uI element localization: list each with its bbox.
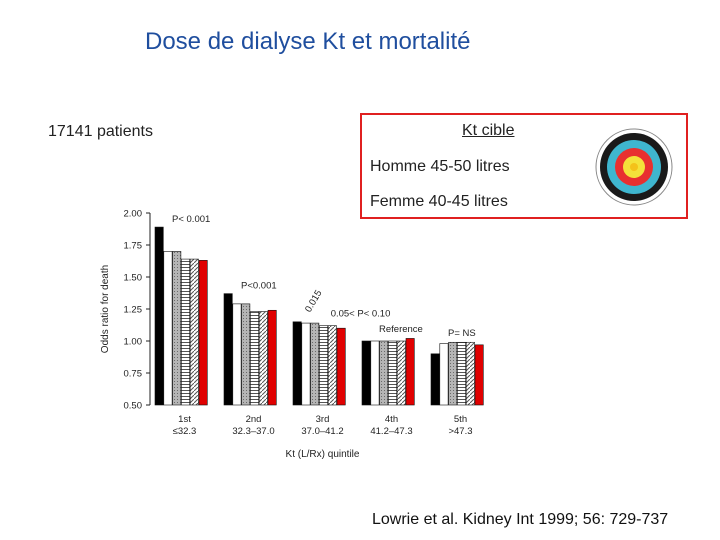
bar [172, 251, 182, 406]
y-tick-label: 1.50 [124, 273, 143, 284]
target-male-value: Homme 45-50 litres [370, 158, 510, 175]
bar [267, 309, 277, 406]
bar [430, 353, 440, 406]
chart-annotation: P= NS [448, 328, 476, 339]
x-tick-range: >47.3 [448, 426, 472, 437]
chart-bars [154, 226, 484, 406]
chart-axes [146, 212, 151, 406]
bar [181, 258, 191, 406]
bar [396, 340, 406, 406]
y-tick-label: 0.50 [124, 401, 143, 412]
target-kt-box: Kt cible Homme 45-50 litres Femme 40-45 … [360, 113, 688, 219]
x-tick-range: 41.2–47.3 [370, 426, 412, 437]
bar [154, 226, 164, 406]
bar [336, 327, 346, 406]
bar [189, 258, 199, 406]
patient-count: 17141 patients [48, 123, 153, 140]
chart-annotation: P<0.001 [241, 281, 277, 292]
bar [405, 338, 415, 406]
bar [439, 343, 449, 406]
bar [319, 325, 328, 406]
bar [241, 303, 251, 406]
y-tick-label: 1.25 [124, 305, 143, 316]
bar [258, 311, 268, 406]
chart-annotation: Reference [379, 324, 423, 335]
x-tick-label: 5th [454, 414, 467, 425]
target-female-value: Femme 40-45 litres [370, 193, 508, 210]
x-tick-range: 37.0–41.2 [301, 426, 343, 437]
x-tick-label: 1st [178, 414, 191, 425]
y-tick-label: 1.00 [124, 337, 143, 348]
x-tick-label: 4th [385, 414, 398, 425]
bar [465, 341, 475, 406]
chart-labels: 0.50 0.75 1.00 1.25 1.50 1.75 2.00 Odds ratio f… [100, 209, 476, 461]
bar [223, 293, 233, 406]
bar [370, 340, 380, 406]
chart-annotation: 0.05< P< 0.10 [331, 309, 391, 320]
x-tick-range: 32.3–37.0 [232, 426, 274, 437]
target-box-title: Kt cible [462, 122, 515, 139]
x-tick-label: 2nd [246, 414, 262, 425]
chart-annotation: P< 0.001 [172, 214, 210, 225]
bar [474, 344, 484, 406]
bar [301, 322, 311, 406]
y-tick-label: 0.75 [124, 369, 143, 380]
bar [327, 325, 337, 406]
x-tick-range: ≤32.3 [173, 426, 197, 437]
archery-target-icon [595, 128, 673, 206]
bar [232, 303, 242, 406]
x-tick-label: 3rd [316, 414, 330, 425]
x-axis-title: Kt (L/Rx) quintile [286, 449, 360, 460]
y-tick-label: 2.00 [124, 209, 143, 220]
y-tick-label: 1.75 [124, 241, 143, 252]
bar [379, 340, 389, 406]
bar [361, 340, 371, 406]
bar [457, 341, 466, 406]
bar [310, 322, 320, 406]
bar [250, 311, 259, 406]
citation: Lowrie et al. Kidney Int 1999; 56: 729-7… [372, 511, 669, 528]
bar [292, 321, 302, 406]
chart-annotation: 0.015 [303, 288, 324, 314]
bar [388, 340, 397, 406]
bar [448, 341, 458, 406]
bar [163, 251, 173, 406]
mortality-bar-chart: 0.50 0.75 1.00 1.25 1.50 1.75 2.00 Odds ratio f… [100, 209, 484, 461]
bar [198, 260, 208, 406]
y-axis-title: Odds ratio for death [100, 265, 111, 353]
slide-title: Dose de dialyse Kt et mortalité [145, 28, 471, 55]
